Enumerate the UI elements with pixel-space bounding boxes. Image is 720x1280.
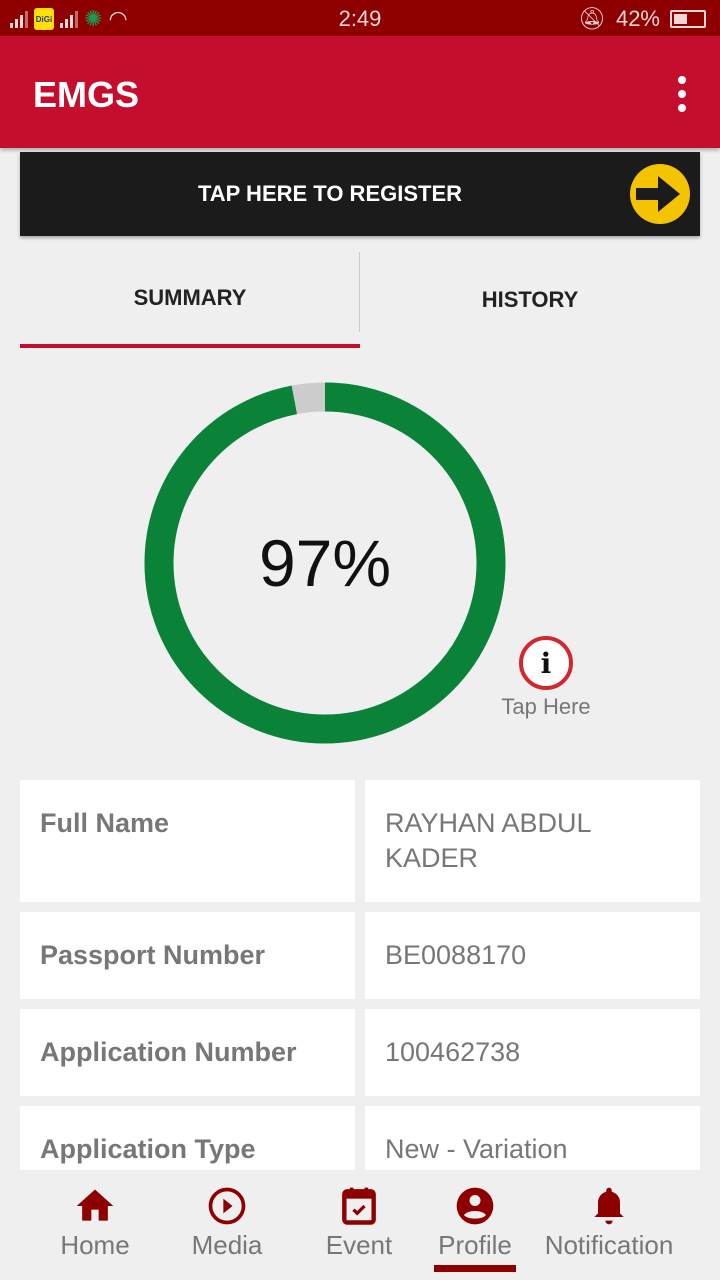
detail-key: Passport Number [20,912,355,999]
nav-event[interactable]: Event [322,1170,396,1261]
info-label: Tap Here [501,694,591,719]
detail-value: 100462738 [365,1009,700,1096]
nav-label: Profile [438,1230,512,1260]
app-bar: EMGS [0,36,720,148]
calendar-check-icon [342,1187,376,1225]
nav-media[interactable]: Media [186,1170,268,1261]
nav-label: Notification [544,1230,674,1260]
nav-home[interactable]: Home [55,1170,135,1261]
signal-icon [10,10,28,28]
wifi-icon: ◠ [108,6,128,31]
carrier-logo: DiGi [34,8,54,30]
tab-summary[interactable]: SUMMARY [20,252,360,348]
detail-value: BE0088170 [365,912,700,999]
table-row: Application Number 100462738 [20,1009,700,1096]
tab-history[interactable]: HISTORY [481,287,579,312]
progress-fill [144,382,506,744]
table-row: Passport Number BE0088170 [20,912,700,999]
clock: 2:49 [338,6,382,31]
nav-notification[interactable]: Notification [536,1170,682,1261]
nav-label: Home [60,1230,130,1260]
bell-icon [594,1187,624,1225]
battery-icon [670,10,706,28]
home-icon [76,1189,114,1221]
nav-profile[interactable]: Profile [434,1170,516,1272]
more-vert-icon[interactable] [678,76,686,112]
detail-value: RAYHAN ABDUL KADER [365,780,700,902]
tab-bar: SUMMARY HISTORY [20,252,700,348]
carrier-icon: ✺ [84,6,103,31]
register-button[interactable]: TAP HERE TO REGISTER [20,152,700,236]
register-label: TAP HERE TO REGISTER [197,181,463,206]
detail-key: Application Number [20,1009,355,1096]
info-icon: i [519,636,573,690]
nav-label: Media [191,1230,263,1260]
progress-ring [144,382,506,744]
account-circle-icon [456,1187,494,1225]
progress-percent: 97% [258,526,392,600]
nav-label: Event [325,1230,393,1260]
signal-icon [60,10,78,28]
tab-divider [359,252,360,332]
table-row: Full Name RAYHAN ABDUL KADER [20,780,700,902]
battery-percent: 42% [615,6,660,31]
status-bar: DiGi ✺ ◠ 2:49 🔕︎ 42% [0,0,720,36]
app-title: EMGS [33,74,140,115]
bottom-nav: Home Media Event Profile Notification [0,1170,720,1280]
info-button[interactable]: i Tap Here [498,636,594,720]
bell-off-icon: 🔕︎ [578,6,606,31]
play-circle-icon [208,1187,246,1225]
arrow-right-icon [630,164,690,224]
detail-key: Full Name [20,780,355,902]
details-table: Full Name RAYHAN ABDUL KADER Passport Num… [20,780,700,1203]
